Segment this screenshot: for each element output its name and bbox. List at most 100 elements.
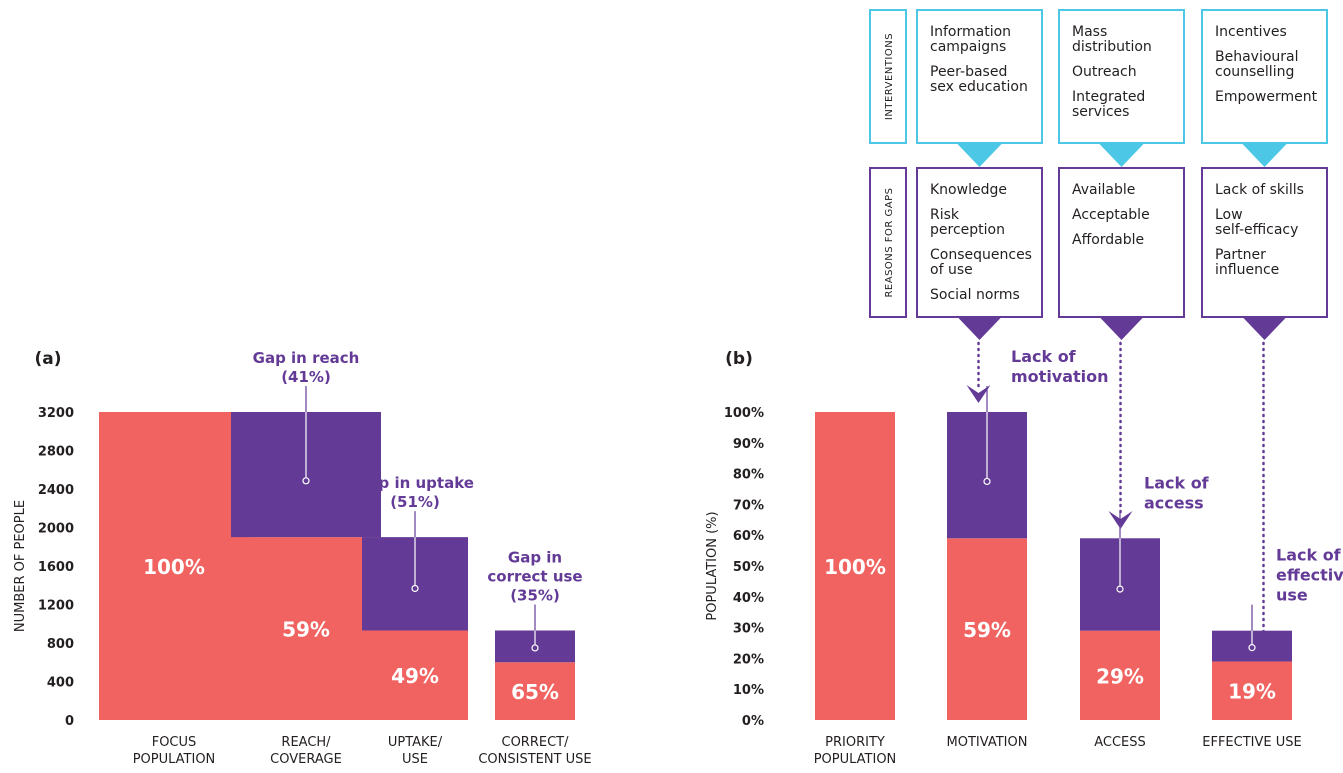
- reasons-label-box: [869, 167, 907, 318]
- intervention-pointer: [956, 143, 1003, 167]
- reasons-label: REASONS FOR GAPS: [884, 187, 895, 297]
- y-tick-label: 70%: [733, 498, 764, 513]
- intervention-pointer: [1241, 143, 1288, 167]
- reason-item: influence: [1215, 262, 1279, 278]
- reason-item: Lack of skills: [1215, 182, 1304, 198]
- y-tick-label: 50%: [733, 560, 764, 575]
- intervention-item: Integrated: [1072, 89, 1145, 105]
- bar-segment-primary: [99, 412, 249, 720]
- bar-segment-primary: [231, 537, 381, 720]
- lack-annotation-text: Lack of: [1276, 546, 1342, 565]
- reason-item: Low: [1215, 207, 1243, 223]
- bar-segment-primary: [1080, 630, 1160, 720]
- intervention-item: distribution: [1072, 39, 1152, 55]
- lack-annotation-text: use: [1276, 586, 1308, 605]
- x-category-label: REACH/: [281, 735, 331, 750]
- y-tick-label: 30%: [733, 622, 764, 637]
- bar-segment-primary: [495, 662, 575, 720]
- bar-value-label: 29%: [1096, 664, 1144, 688]
- y-tick-label: 80%: [733, 468, 764, 483]
- reason-item: Knowledge: [930, 182, 1007, 198]
- reason-item: Social norms: [930, 287, 1020, 303]
- gap-annotation-text: (35%): [510, 586, 560, 604]
- intervention-item: Peer-based: [930, 64, 1007, 80]
- bar-value-label: 49%: [391, 664, 439, 688]
- intervention-item: Mass: [1072, 24, 1107, 40]
- reason-pointer: [957, 317, 1002, 340]
- intervention-item: services: [1072, 104, 1129, 120]
- bar-value-label: 59%: [963, 618, 1011, 642]
- intervention-item: Empowerment: [1215, 89, 1318, 105]
- bar-value-label: 100%: [824, 555, 886, 579]
- intervention-item: Behavioural: [1215, 49, 1299, 65]
- intervention-item: Outreach: [1072, 64, 1137, 80]
- interventions-label-box: [869, 9, 907, 144]
- panel-a-label: (a): [34, 349, 61, 369]
- bar-value-label: 59%: [282, 618, 330, 642]
- lack-annotation-text: motivation: [1011, 367, 1109, 386]
- x-category-label: COVERAGE: [270, 752, 342, 767]
- annotation-dot: [1116, 585, 1124, 593]
- y-tick-label: 60%: [733, 529, 764, 544]
- y-axis-title: NUMBER OF PEOPLE: [13, 500, 28, 632]
- lack-annotation-text: access: [1144, 493, 1204, 512]
- intervention-item: Information: [930, 24, 1011, 40]
- y-tick-label: 0: [65, 714, 74, 729]
- reason-item: perception: [930, 222, 1005, 238]
- reason-item: Affordable: [1072, 232, 1144, 248]
- gap-annotation-text: correct use: [487, 567, 582, 585]
- gap-annotation-text: Gap in: [508, 548, 562, 566]
- y-tick-label: 800: [47, 637, 74, 652]
- bar-segment-primary: [947, 538, 1027, 720]
- bar-segment-primary: [1212, 661, 1292, 720]
- x-category-label: POPULATION: [133, 752, 216, 767]
- y-tick-label: 100%: [724, 406, 764, 421]
- y-tick-label: 2000: [38, 522, 74, 537]
- reason-item: Consequences: [930, 247, 1032, 263]
- y-tick-label: 3200: [38, 406, 74, 421]
- reason-item: of use: [930, 262, 973, 278]
- reason-pointer: [1099, 317, 1144, 340]
- y-axis-title: POPULATION (%): [705, 511, 720, 620]
- x-category-label: CONSISTENT USE: [478, 752, 591, 767]
- panel-b-label: (b): [725, 349, 753, 369]
- reason-item: Partner: [1215, 247, 1266, 263]
- y-tick-label: 40%: [733, 591, 764, 606]
- intervention-item: counselling: [1215, 64, 1294, 80]
- gap-annotation-text: Gap in uptake: [356, 474, 474, 492]
- interventions-label: INTERVENTIONS: [884, 33, 895, 120]
- bar-segment-primary: [815, 412, 895, 720]
- y-tick-label: 90%: [733, 437, 764, 452]
- lack-annotation-text: effective: [1276, 566, 1343, 585]
- reason-item: Available: [1072, 182, 1135, 198]
- lack-annotation-text: Lack of: [1011, 347, 1077, 366]
- y-tick-label: 20%: [733, 652, 764, 667]
- intervention-item: Incentives: [1215, 24, 1287, 40]
- x-category-label: EFFECTIVE USE: [1202, 735, 1301, 750]
- intervention-pointer: [1098, 143, 1145, 167]
- annotation-dot: [983, 477, 991, 486]
- x-category-label: FOCUS: [152, 735, 197, 750]
- y-tick-label: 1200: [38, 599, 74, 614]
- chart-a: 0 400 800 1200 1600 2000 2400 2800 3200 NUMBER OF…: [13, 349, 592, 767]
- bar-value-label: 100%: [143, 555, 205, 579]
- x-category-label: POPULATION: [814, 752, 897, 767]
- y-tick-label: 2800: [38, 445, 74, 460]
- x-category-label: USE: [402, 752, 428, 767]
- lack-annotation-text: Lack of: [1144, 473, 1210, 492]
- intervention-item: campaigns: [930, 39, 1006, 55]
- bar-value-label: 19%: [1228, 680, 1276, 704]
- x-category-label: UPTAKE/: [388, 735, 443, 750]
- bar-value-label: 65%: [511, 680, 559, 704]
- reason-item: self-efficacy: [1215, 222, 1298, 238]
- annotation-dot: [1248, 644, 1256, 652]
- bar-segment-primary: [362, 630, 468, 720]
- y-tick-label: 1600: [38, 560, 74, 575]
- x-category-label: ACCESS: [1094, 735, 1146, 750]
- dotted-arrow-head: [966, 385, 991, 403]
- annotation-dot: [302, 477, 310, 485]
- x-category-label: MOTIVATION: [947, 735, 1028, 750]
- y-tick-label: 10%: [733, 683, 764, 698]
